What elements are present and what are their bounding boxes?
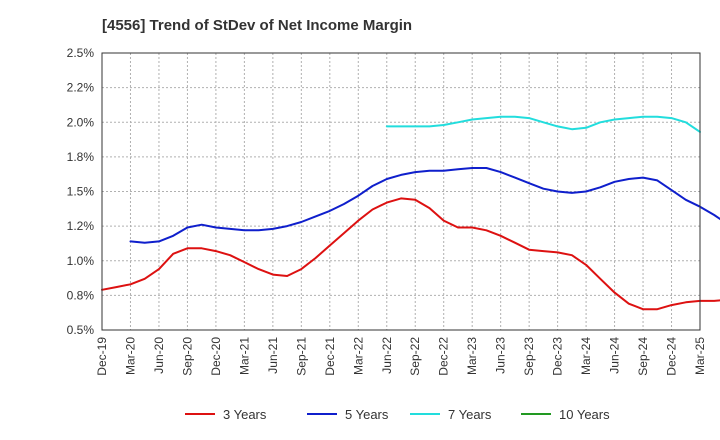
y-tick-label: 0.8% — [67, 288, 95, 302]
x-tick-label: Mar-25 — [693, 337, 707, 375]
series-line-7-years — [385, 115, 701, 133]
x-tick-label: Dec-20 — [209, 337, 223, 376]
y-tick-label: 2.2% — [67, 81, 95, 95]
x-tick-label: Dec-24 — [665, 337, 679, 376]
x-tick-label: Mar-20 — [123, 337, 137, 375]
axes: 0.5% 0.8% 1.0% 1.2% 1.5% 1.8% 2.0% 2.2% 2.5% Dec-… — [67, 46, 707, 376]
y-tick-label: 1.8% — [67, 150, 95, 164]
x-tick-label: Dec-19 — [95, 337, 109, 376]
chart-title: [4556] Trend of StDev of Net Income Marg… — [102, 17, 412, 34]
x-tick-label: Sep-21 — [294, 337, 308, 376]
plot-area — [101, 115, 720, 311]
plot-frame — [101, 52, 701, 331]
y-tick-label: 1.5% — [67, 185, 95, 199]
x-tick-label: Sep-24 — [636, 337, 650, 376]
legend-label-3-years: 3 Years — [223, 407, 267, 422]
x-tick-label: Jun-20 — [152, 337, 166, 374]
x-tick-label: Sep-20 — [180, 337, 194, 376]
y-tick-label: 2.0% — [67, 115, 95, 129]
x-tick-label: Dec-23 — [551, 337, 565, 376]
series-line-5-years — [129, 167, 720, 244]
y-tick-label: 2.5% — [67, 46, 95, 60]
legend-label-5-years: 5 Years — [345, 407, 389, 422]
x-tick-label: Sep-23 — [522, 337, 536, 376]
x-tick-label: Jun-22 — [380, 337, 394, 374]
y-tick-label: 1.2% — [67, 219, 95, 233]
x-tick-label: Mar-24 — [579, 337, 593, 375]
x-tick-label: Mar-23 — [465, 337, 479, 375]
x-tick-label: Dec-21 — [323, 337, 337, 376]
x-tick-label: Jun-23 — [494, 337, 508, 374]
y-tick-label: 1.0% — [67, 254, 95, 268]
x-tick-label: Jun-24 — [608, 337, 622, 374]
x-tick-label: Mar-21 — [237, 337, 251, 375]
legend-label-7-years: 7 Years — [448, 407, 492, 422]
x-tick-label: Dec-22 — [437, 337, 451, 376]
series-line-3-years — [101, 197, 720, 311]
legend: 3 Years 5 Years 7 Years 10 Years — [185, 407, 610, 422]
x-tick-label: Sep-22 — [408, 337, 422, 376]
y-tick-label: 0.5% — [67, 323, 95, 337]
legend-label-10-years: 10 Years — [559, 407, 610, 422]
x-tick-label: Jun-21 — [266, 337, 280, 374]
x-tick-label: Mar-22 — [351, 337, 365, 375]
